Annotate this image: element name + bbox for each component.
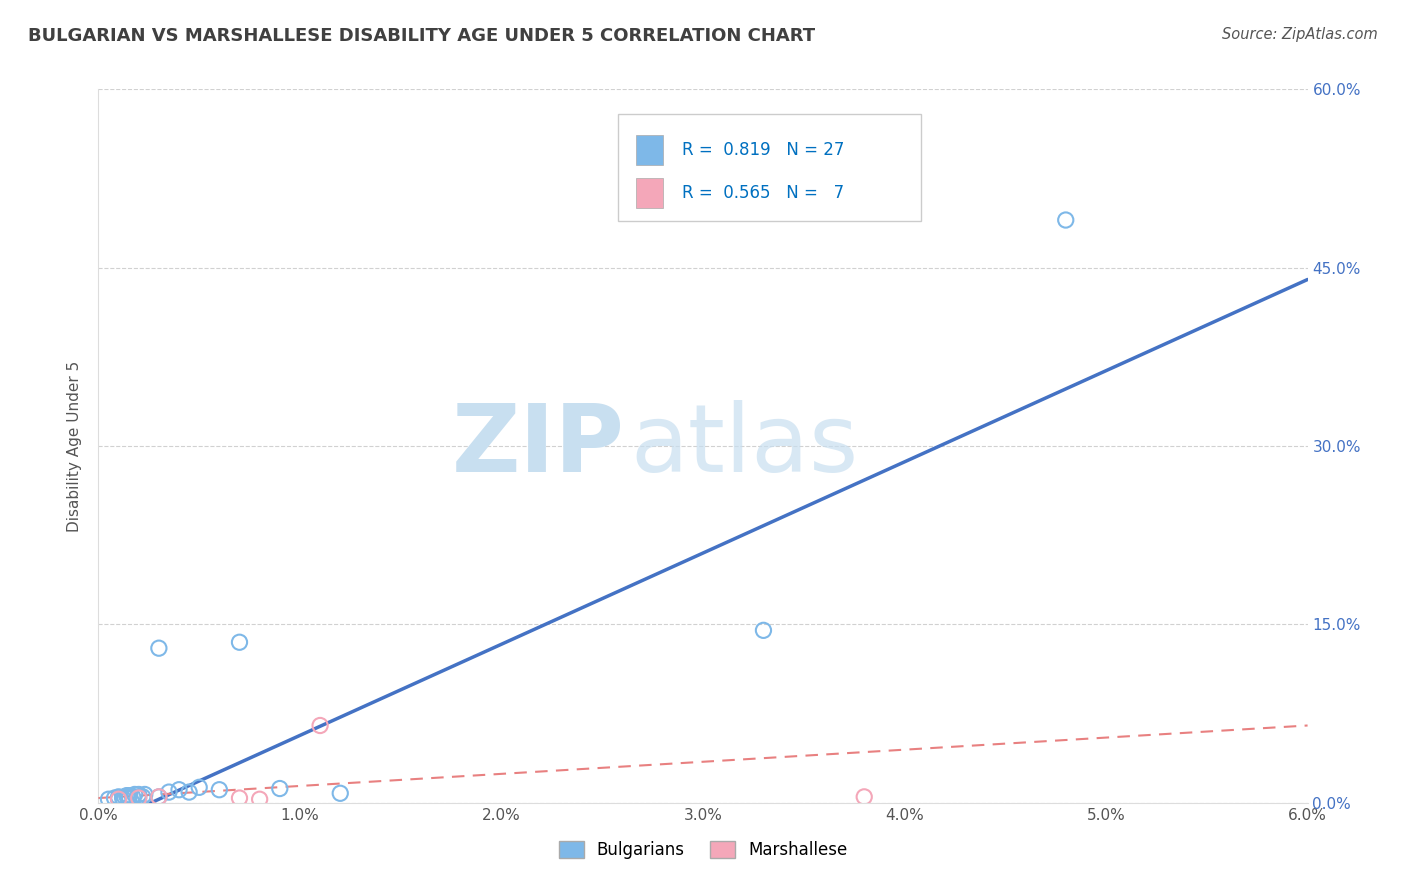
Point	[188, 780, 211, 795]
Text: BULGARIAN VS MARSHALLESE DISABILITY AGE UNDER 5 CORRELATION CHART: BULGARIAN VS MARSHALLESE DISABILITY AGE …	[28, 27, 815, 45]
Point	[134, 788, 156, 802]
Point	[179, 785, 201, 799]
Text: R =  0.565   N =   7: R = 0.565 N = 7	[682, 184, 845, 202]
Point	[107, 792, 129, 806]
Point	[249, 792, 271, 806]
Point	[329, 786, 352, 800]
Point	[132, 789, 155, 804]
Point	[103, 791, 125, 805]
Point	[752, 624, 775, 638]
Point	[118, 791, 141, 805]
Text: R =  0.819   N = 27: R = 0.819 N = 27	[682, 141, 845, 159]
Point	[309, 718, 332, 732]
Point	[111, 791, 134, 805]
Point	[157, 785, 180, 799]
Point	[121, 789, 143, 804]
Point	[97, 792, 120, 806]
Point	[148, 641, 170, 656]
Text: Source: ZipAtlas.com: Source: ZipAtlas.com	[1222, 27, 1378, 42]
Point	[208, 782, 231, 797]
Point	[228, 635, 250, 649]
Point	[128, 789, 150, 804]
Point	[128, 791, 150, 805]
Point	[853, 789, 876, 804]
FancyBboxPatch shape	[637, 178, 664, 208]
Point	[128, 788, 150, 802]
FancyBboxPatch shape	[619, 114, 921, 221]
Y-axis label: Disability Age Under 5: Disability Age Under 5	[67, 360, 83, 532]
Point	[148, 789, 170, 804]
FancyBboxPatch shape	[637, 135, 664, 165]
Point	[114, 789, 136, 804]
Text: atlas: atlas	[630, 400, 859, 492]
Point	[148, 789, 170, 804]
Text: ZIP: ZIP	[451, 400, 624, 492]
Point	[167, 782, 190, 797]
Point	[1054, 213, 1077, 227]
Point	[107, 789, 129, 804]
Point	[269, 781, 291, 796]
Point	[124, 788, 146, 802]
Point	[115, 789, 138, 803]
Legend: Bulgarians, Marshallese: Bulgarians, Marshallese	[553, 834, 853, 866]
Point	[118, 789, 141, 803]
Point	[107, 792, 129, 806]
Point	[228, 791, 250, 805]
